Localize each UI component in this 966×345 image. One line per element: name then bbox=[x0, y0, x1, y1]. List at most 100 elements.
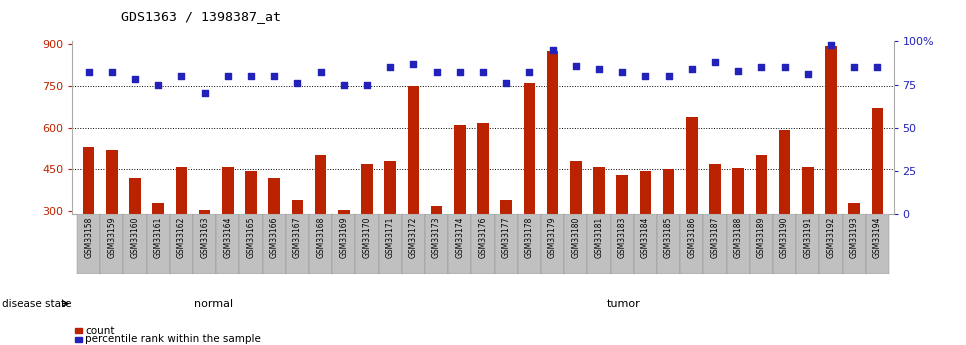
Point bbox=[638, 73, 653, 79]
Point bbox=[869, 65, 885, 70]
Bar bbox=[524, 83, 535, 214]
Point bbox=[151, 82, 166, 87]
FancyBboxPatch shape bbox=[564, 214, 587, 274]
Point bbox=[452, 70, 468, 75]
Point bbox=[243, 73, 259, 79]
Bar bbox=[74, 337, 82, 342]
FancyBboxPatch shape bbox=[425, 214, 448, 274]
Bar bbox=[292, 200, 303, 214]
Text: tumor: tumor bbox=[607, 299, 640, 308]
FancyBboxPatch shape bbox=[263, 214, 286, 274]
Point bbox=[545, 47, 560, 53]
Bar bbox=[616, 175, 628, 214]
Point bbox=[197, 90, 213, 96]
FancyBboxPatch shape bbox=[587, 214, 611, 274]
FancyBboxPatch shape bbox=[332, 214, 355, 274]
Text: GSM33166: GSM33166 bbox=[270, 217, 279, 258]
FancyBboxPatch shape bbox=[773, 214, 796, 274]
Text: GSM33171: GSM33171 bbox=[385, 217, 395, 258]
FancyBboxPatch shape bbox=[703, 214, 726, 274]
Point bbox=[290, 80, 305, 86]
Bar bbox=[686, 117, 697, 214]
Point bbox=[684, 66, 699, 72]
FancyBboxPatch shape bbox=[680, 214, 703, 274]
Bar bbox=[825, 46, 837, 214]
Bar bbox=[338, 210, 350, 214]
Bar bbox=[222, 167, 234, 214]
Text: GSM33174: GSM33174 bbox=[455, 217, 465, 258]
Text: GSM33161: GSM33161 bbox=[154, 217, 163, 258]
Text: GSM33169: GSM33169 bbox=[339, 217, 349, 258]
Bar bbox=[709, 164, 721, 214]
Point bbox=[498, 80, 514, 86]
Bar bbox=[431, 206, 442, 214]
Point bbox=[104, 70, 120, 75]
Text: GSM33170: GSM33170 bbox=[362, 217, 372, 258]
FancyBboxPatch shape bbox=[471, 214, 495, 274]
FancyBboxPatch shape bbox=[448, 214, 471, 274]
Bar bbox=[269, 178, 280, 214]
Bar bbox=[361, 164, 373, 214]
Bar bbox=[384, 161, 396, 214]
FancyBboxPatch shape bbox=[286, 214, 309, 274]
Point bbox=[522, 70, 537, 75]
Text: GSM33163: GSM33163 bbox=[200, 217, 210, 258]
FancyBboxPatch shape bbox=[726, 214, 750, 274]
FancyBboxPatch shape bbox=[309, 214, 332, 274]
FancyBboxPatch shape bbox=[866, 214, 889, 274]
Text: GSM33162: GSM33162 bbox=[177, 217, 186, 258]
Point bbox=[383, 65, 398, 70]
Text: GSM33168: GSM33168 bbox=[316, 217, 326, 258]
FancyBboxPatch shape bbox=[657, 214, 680, 274]
Text: GSM33164: GSM33164 bbox=[223, 217, 233, 258]
Text: GSM33180: GSM33180 bbox=[571, 217, 581, 258]
Point bbox=[823, 42, 838, 48]
FancyBboxPatch shape bbox=[842, 214, 866, 274]
Bar bbox=[153, 203, 164, 214]
Text: GSM33183: GSM33183 bbox=[617, 217, 627, 258]
FancyBboxPatch shape bbox=[541, 214, 564, 274]
Text: GSM33193: GSM33193 bbox=[850, 217, 859, 258]
Point bbox=[753, 65, 769, 70]
FancyBboxPatch shape bbox=[819, 214, 842, 274]
Point bbox=[359, 82, 375, 87]
Bar bbox=[500, 200, 512, 214]
FancyBboxPatch shape bbox=[240, 214, 263, 274]
FancyBboxPatch shape bbox=[518, 214, 541, 274]
Text: count: count bbox=[86, 326, 115, 336]
FancyBboxPatch shape bbox=[147, 214, 170, 274]
Bar bbox=[848, 203, 860, 214]
Text: GSM33160: GSM33160 bbox=[130, 217, 139, 258]
FancyBboxPatch shape bbox=[216, 214, 240, 274]
Bar bbox=[315, 156, 327, 214]
Point bbox=[614, 70, 630, 75]
Text: GSM33172: GSM33172 bbox=[409, 217, 418, 258]
Text: GSM33159: GSM33159 bbox=[107, 217, 116, 258]
Bar bbox=[802, 167, 813, 214]
Bar bbox=[106, 150, 118, 214]
Point bbox=[128, 77, 143, 82]
FancyBboxPatch shape bbox=[750, 214, 773, 274]
Text: GDS1363 / 1398387_at: GDS1363 / 1398387_at bbox=[121, 10, 281, 23]
Bar bbox=[454, 125, 466, 214]
Text: GSM33178: GSM33178 bbox=[525, 217, 534, 258]
Bar bbox=[639, 171, 651, 214]
Point bbox=[475, 70, 491, 75]
Point bbox=[336, 82, 352, 87]
Bar bbox=[732, 168, 744, 214]
Bar bbox=[74, 328, 82, 333]
Text: GSM33188: GSM33188 bbox=[733, 217, 743, 258]
Text: normal: normal bbox=[193, 299, 233, 308]
Bar bbox=[755, 156, 767, 214]
FancyBboxPatch shape bbox=[124, 214, 147, 274]
Text: GSM33189: GSM33189 bbox=[756, 217, 766, 258]
Text: GSM33191: GSM33191 bbox=[803, 217, 812, 258]
FancyBboxPatch shape bbox=[193, 214, 216, 274]
Point bbox=[730, 68, 746, 73]
FancyBboxPatch shape bbox=[77, 214, 100, 274]
Text: GSM33179: GSM33179 bbox=[548, 217, 557, 258]
Bar bbox=[779, 130, 790, 214]
FancyBboxPatch shape bbox=[379, 214, 402, 274]
Bar bbox=[477, 124, 489, 214]
Text: GSM33165: GSM33165 bbox=[246, 217, 256, 258]
